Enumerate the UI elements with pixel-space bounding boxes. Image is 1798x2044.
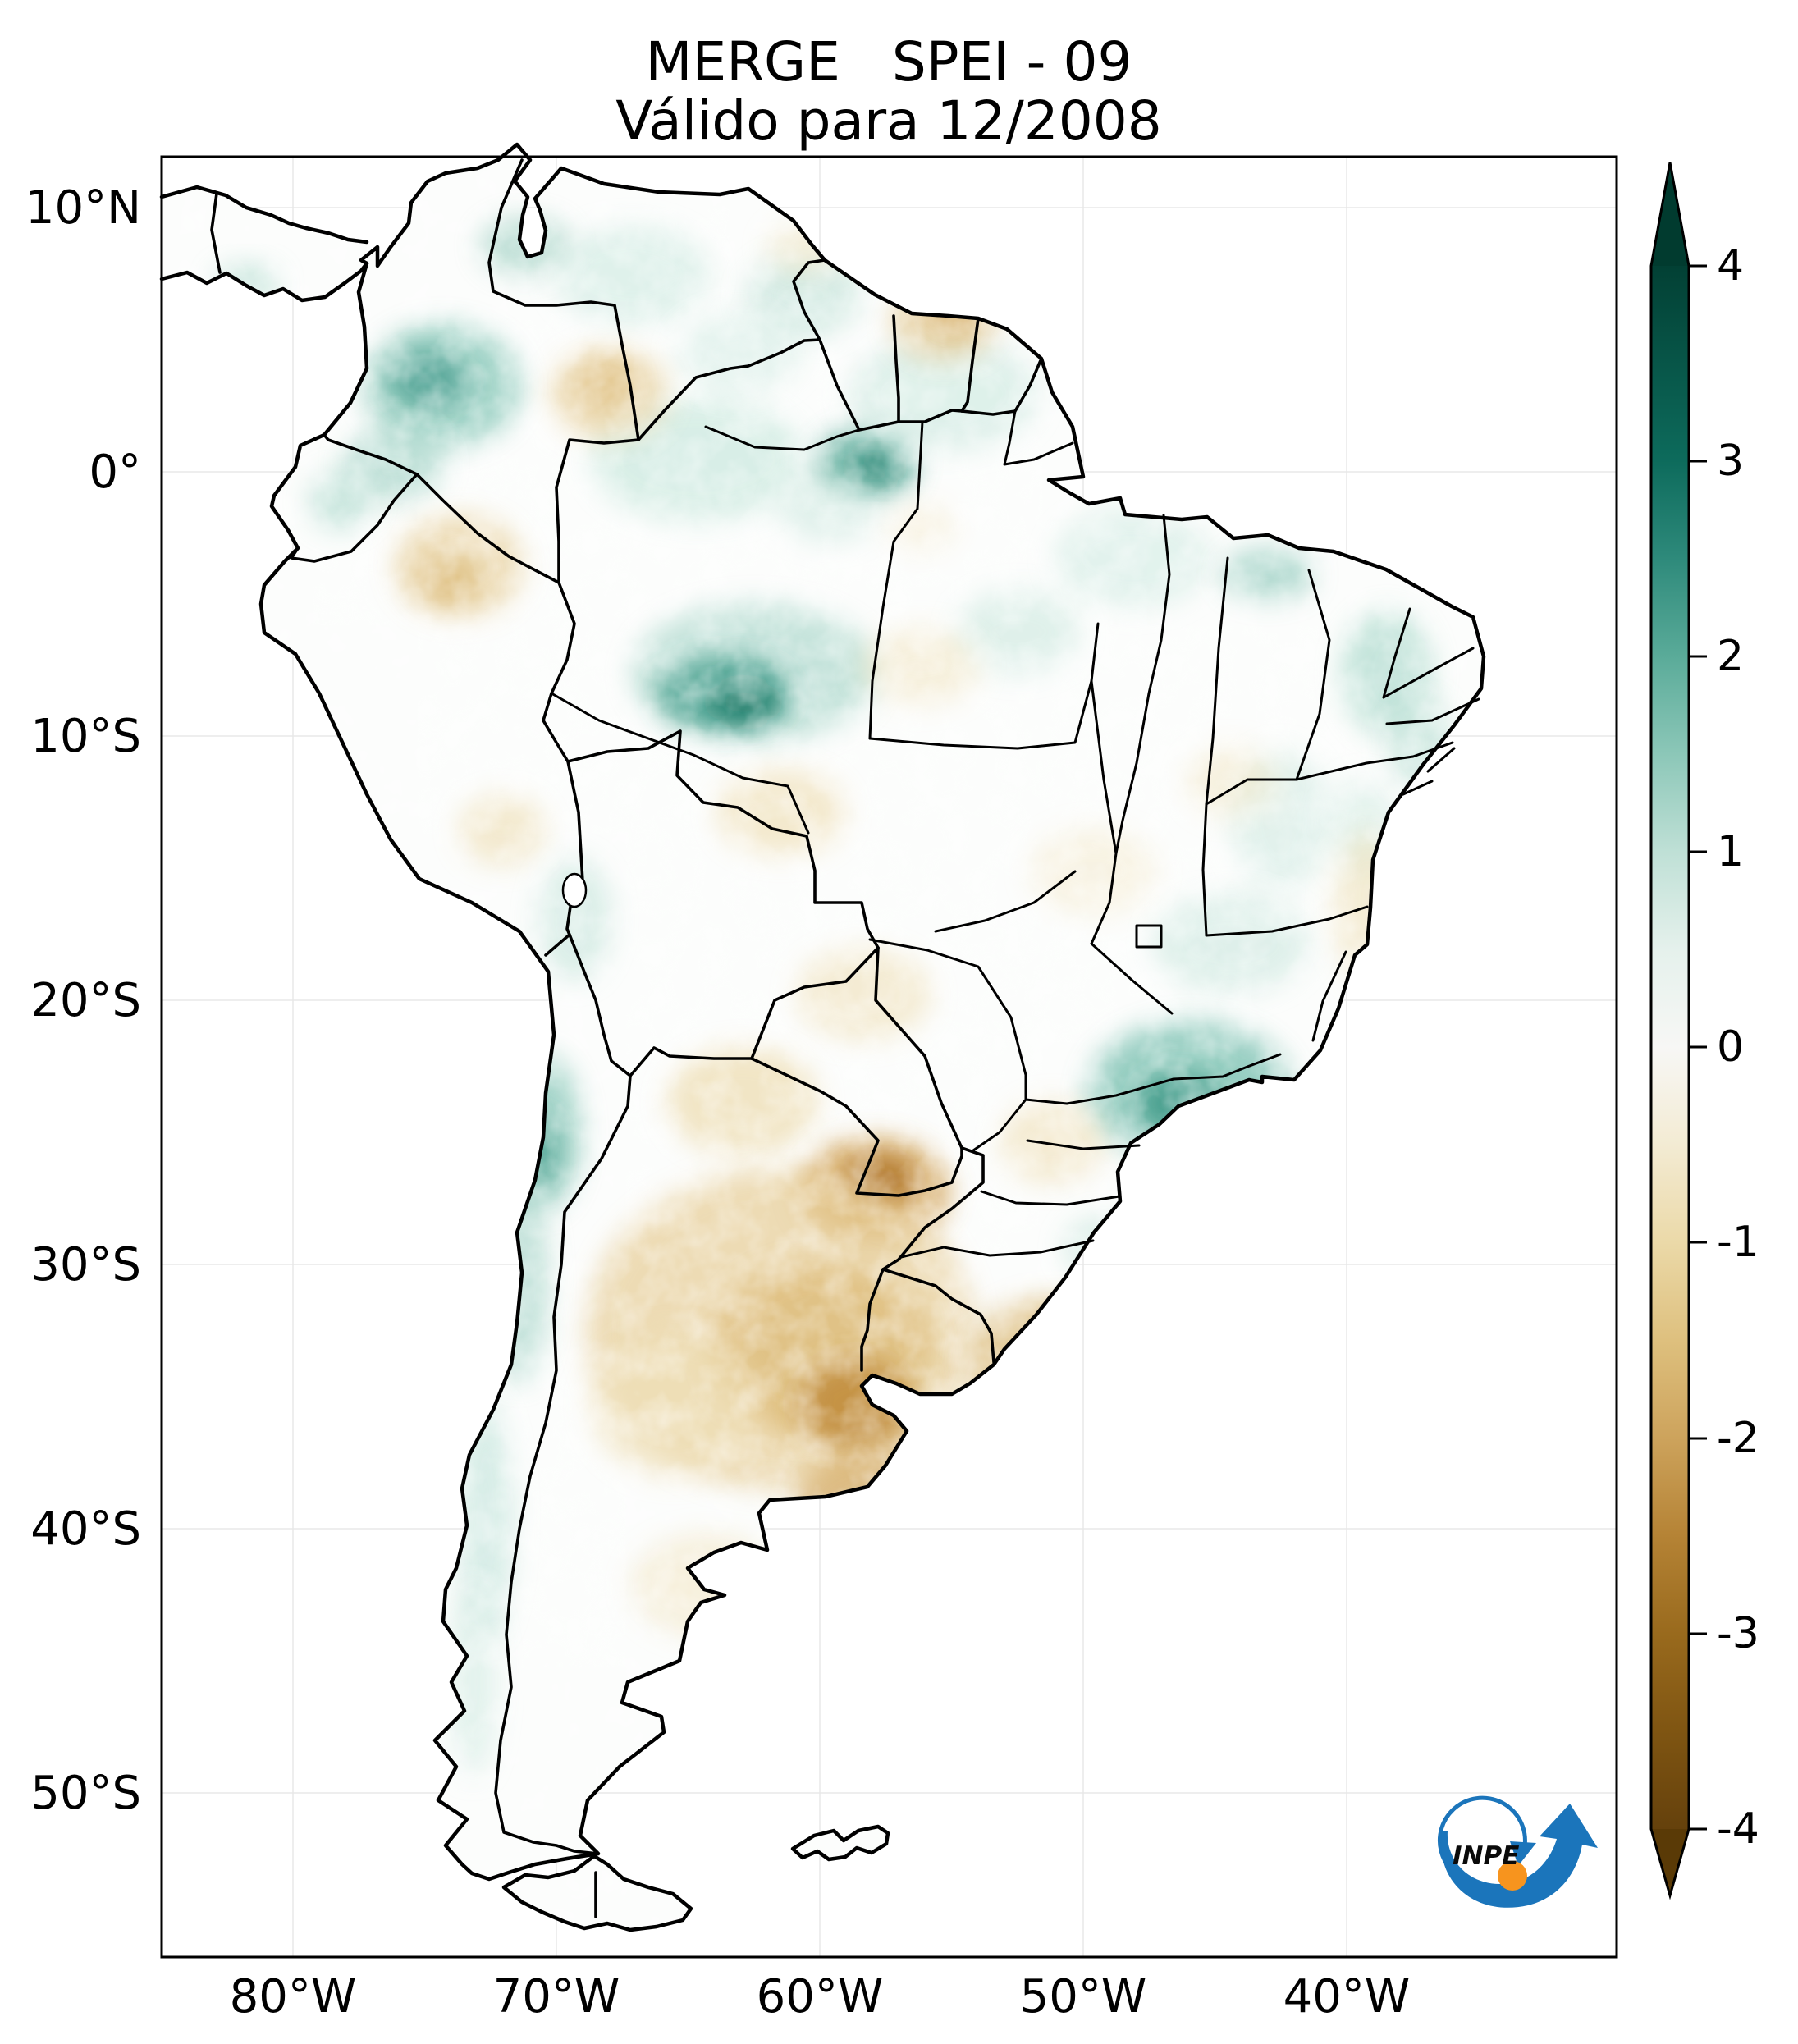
inpe-logo-inner-arc [1437, 1795, 1527, 1870]
inpe-logo-text: INPE [1453, 1841, 1519, 1871]
lon-tick-label-4: 40°W [1283, 1970, 1411, 2023]
colorbar-under-arrow [1651, 1829, 1689, 1895]
figure-title: MERGE SPEI - 09 [646, 30, 1132, 94]
lat-tick-label-6: 50°S [30, 1767, 141, 1820]
colorbar-ticks: 4 3 2 1 0 -1 -2 -3 -4 [1689, 241, 1759, 1854]
lon-tick-label-1: 70°W [493, 1970, 620, 2023]
colorbar-tick-label-5: -1 [1717, 1218, 1759, 1267]
colorbar-tick-label-4: 0 [1717, 1022, 1744, 1072]
latitude-axis-labels: 10°N 0° 10°S 20°S 30°S 40°S 50°S [25, 181, 141, 1820]
lat-tick-label-1: 0° [89, 446, 141, 499]
inpe-logo-swoosh-arrow [1440, 1804, 1598, 1908]
coastline [159, 142, 1486, 1932]
map-frame [160, 155, 1618, 1959]
figure-subtitle: Válido para 12/2008 [615, 89, 1161, 153]
colorbar-tick-label-7: -3 [1717, 1609, 1759, 1658]
lat-tick-label-3: 20°S [30, 974, 141, 1027]
longitude-axis-labels: 80°W 70°W 60°W 50°W 40°W [230, 1970, 1411, 2023]
lake-titicaca [561, 872, 588, 908]
lon-tick-label-3: 50°W [1020, 1970, 1147, 2023]
lat-tick-label-4: 30°S [30, 1238, 141, 1292]
inpe-logo-orange-dot [1498, 1861, 1527, 1891]
colorbar-tick-label-1: 3 [1717, 437, 1744, 486]
colorbar-tick-label-8: -4 [1717, 1804, 1759, 1854]
lat-tick-label-0: 10°N [25, 181, 141, 235]
colorbar-gradient [1651, 266, 1689, 1829]
inpe-logo: INPE [1437, 1795, 1598, 1908]
lat-tick-label-2: 10°S [30, 710, 141, 763]
colorbar-tick-label-2: 2 [1717, 632, 1744, 681]
colorbar-tick-label-0: 4 [1717, 241, 1744, 290]
colorbar-tick-label-6: -2 [1717, 1414, 1759, 1463]
lon-tick-label-0: 80°W [230, 1970, 357, 2023]
colorbar-over-arrow [1651, 162, 1689, 266]
inpe-logo-inner-arrowhead [1510, 1841, 1536, 1866]
lon-tick-label-2: 60°W [757, 1970, 884, 2023]
colorbar-tick-label-3: 1 [1717, 827, 1744, 876]
state-borders [550, 409, 1480, 1259]
colorbar: 4 3 2 1 0 -1 -2 -3 -4 [1649, 162, 1759, 1900]
lat-tick-label-5: 40°S [30, 1502, 141, 1556]
